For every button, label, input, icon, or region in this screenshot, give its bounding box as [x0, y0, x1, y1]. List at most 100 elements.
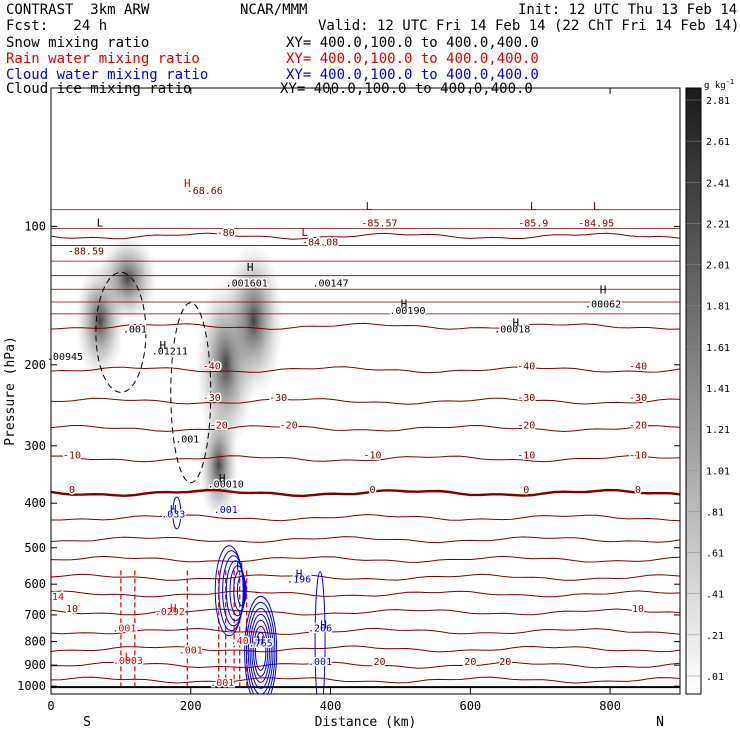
colorbar-label: 2.81: [706, 96, 730, 107]
isotherm-line: [51, 366, 680, 374]
extremum-mark: H: [247, 261, 254, 274]
contour-label: -40: [629, 362, 647, 373]
isotherm-line: [51, 608, 680, 616]
contour-label: -40: [203, 362, 221, 373]
mixing-ratio-contours: [95, 271, 326, 694]
contour-label: .001: [210, 678, 234, 689]
source-label: NCAR/MMM: [240, 2, 308, 18]
contour-label: 10: [66, 604, 78, 615]
contour-label: .01211: [152, 347, 188, 358]
contour-label: .00018: [494, 324, 530, 335]
valid-label: Valid: 12 UTC Fri 14 Feb 14 (22 ChT Fri …: [318, 18, 740, 34]
contour-label: .001: [214, 505, 238, 516]
cloud-water-contour: [236, 575, 247, 607]
contour-label: .00062: [585, 299, 621, 310]
field-xy-cloudice: XY= 400.0,100.0 to 400.0,400.0: [280, 81, 533, 97]
contour-label: -30: [203, 393, 221, 404]
cloud-water-contour: [172, 496, 182, 530]
cloud-water-contour: [251, 619, 270, 683]
extremum-mark: L: [125, 651, 132, 664]
colorbar-label: 2.61: [706, 137, 730, 148]
isotherm-line: [51, 322, 680, 330]
contour-label: -85.9: [518, 218, 548, 229]
extremum-mark: H: [257, 634, 264, 647]
isotherm-line: [51, 555, 680, 563]
ice-contour: [95, 271, 147, 393]
contour-label: -68.66: [187, 186, 223, 197]
contour-label: -30: [517, 393, 535, 404]
cloud-water-contour: [247, 607, 274, 694]
contour-label: .40: [231, 636, 249, 647]
colorbar-label: .81: [706, 507, 724, 518]
isotherm-line: [51, 627, 680, 635]
extremum-mark: L: [366, 200, 373, 213]
colorbar-unit-exponent: -1: [726, 78, 734, 86]
field-name-cloudice: Cloud ice mixing ratio: [6, 81, 192, 97]
contour-label: 0: [369, 485, 375, 496]
isotherm-line: [51, 514, 680, 522]
x-tick-label: 400: [320, 699, 342, 713]
contour-label: 20: [464, 657, 476, 668]
colorbar-label: 1.21: [706, 425, 730, 436]
colorbar-ramp: [685, 87, 702, 695]
contour-label: 10: [632, 604, 644, 615]
contour-label: .001: [112, 623, 136, 634]
model-label: CONTRAST 3km ARW: [6, 2, 150, 18]
contour-label: -85.57: [361, 218, 397, 229]
x-axis-title: Distance (km): [315, 715, 417, 730]
contour-label: -88.59: [68, 246, 104, 257]
contour-label: .001: [123, 324, 147, 335]
isotherm-line: [51, 590, 680, 598]
y-tick-label: 1000: [17, 679, 46, 693]
contour-label: -10: [517, 451, 535, 462]
isotherm-line: [51, 573, 680, 581]
extremum-mark: H: [184, 177, 191, 190]
x-tick-label: 0: [47, 699, 54, 713]
colorbar-label: 1.61: [706, 343, 730, 354]
isotherm-line: [51, 424, 680, 433]
mixing-ratio-shading: [74, 233, 284, 525]
contour-label: .765: [249, 639, 273, 650]
colorbar-unit: g kg-1: [704, 78, 734, 91]
extremum-mark: H: [296, 567, 303, 580]
contour-label: -10: [363, 451, 381, 462]
extremum-mark: H: [512, 316, 519, 329]
extremum-mark: L: [97, 216, 104, 229]
extremum-mark: H: [219, 472, 226, 485]
contour-label: -20: [280, 420, 298, 431]
y-tick-label: 500: [24, 541, 46, 555]
cloud-water-contour: [245, 601, 276, 694]
shading-blob: [97, 233, 158, 324]
contour-label: 14: [52, 592, 64, 603]
shading-blob: [223, 240, 284, 401]
contour-label: -30: [629, 393, 647, 404]
field-name-rain: Rain water mixing ratio: [6, 51, 200, 67]
extremum-mark: H: [401, 297, 408, 310]
contour-labels: -80 -40 -40 -40 -30 -30 -30 -30 -20 -20 -20 -20 -10 -…: [45, 177, 648, 691]
isotherm-line: [51, 397, 680, 405]
colorbar-label: 2.41: [706, 178, 730, 189]
colorbar-label: .61: [706, 549, 724, 560]
contour-label: .00190: [389, 306, 425, 317]
plot-frame: [50, 87, 681, 695]
contour-label: -30: [269, 393, 287, 404]
colorbar-label: .21: [706, 631, 724, 642]
isotherm-line: [51, 232, 680, 240]
temperature-contours: [51, 209, 680, 689]
isotherm-line: [51, 488, 680, 498]
field-xy-cloudwater: XY= 400.0,100.0 to 400.0,400.0: [286, 67, 539, 83]
y-tick-label: 900: [24, 658, 46, 672]
y-tick-label: 700: [24, 608, 46, 622]
contour-label: -20: [629, 420, 647, 431]
cloud-water-contour: [244, 595, 278, 694]
field-name-cloudwater: Cloud water mixing ratio: [6, 67, 209, 83]
y-tick-label: 400: [24, 496, 46, 510]
y-tick-label: 800: [24, 635, 46, 649]
cloud-water-contour: [249, 613, 272, 689]
contour-label: .001601: [226, 278, 268, 289]
cloud-water-contour: [314, 571, 326, 694]
isotherm-line: [51, 536, 680, 544]
y-tick-label: 200: [24, 358, 46, 372]
colorbar-label: .01: [706, 672, 724, 683]
